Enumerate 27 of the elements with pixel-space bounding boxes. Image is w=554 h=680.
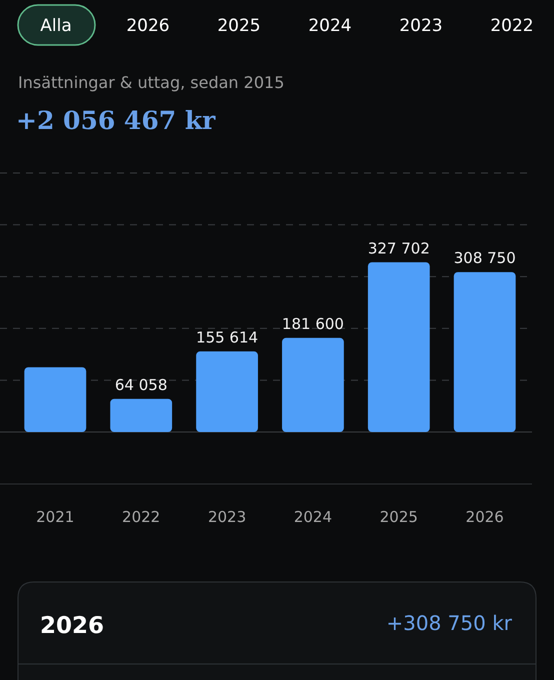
chart-title: Insättningar & uttag, sedan 2015	[18, 73, 284, 92]
text: 2026	[126, 16, 170, 36]
x-tick-label: 2023	[208, 508, 246, 526]
text: 2023	[399, 16, 443, 36]
x-tick-label: 2022	[122, 508, 160, 526]
bar	[110, 398, 172, 432]
bar	[282, 338, 344, 432]
data-label: 308 750	[454, 249, 516, 268]
data-label: 155 614	[196, 328, 258, 346]
bar	[368, 262, 430, 432]
bar	[24, 367, 86, 432]
data-label: 181 600	[282, 314, 344, 333]
chart-subtitle: +2 056 467 kr	[16, 106, 216, 135]
text: +308 750 kr	[386, 611, 513, 635]
data-label: 327 702	[368, 239, 430, 258]
x-tick-label: 2025	[380, 508, 418, 526]
text: 2022	[490, 16, 534, 36]
data-label: 64 058	[114, 376, 168, 394]
text: 2024	[308, 16, 352, 36]
x-tick-label: 2026	[466, 508, 504, 526]
text: 2025	[217, 16, 261, 36]
bar	[196, 351, 258, 432]
x-tick-label: 2024	[294, 508, 332, 526]
x-tick-label: 2021	[36, 508, 74, 526]
text: Alla	[40, 16, 72, 36]
bar	[454, 272, 516, 432]
text: 2026	[40, 613, 104, 639]
